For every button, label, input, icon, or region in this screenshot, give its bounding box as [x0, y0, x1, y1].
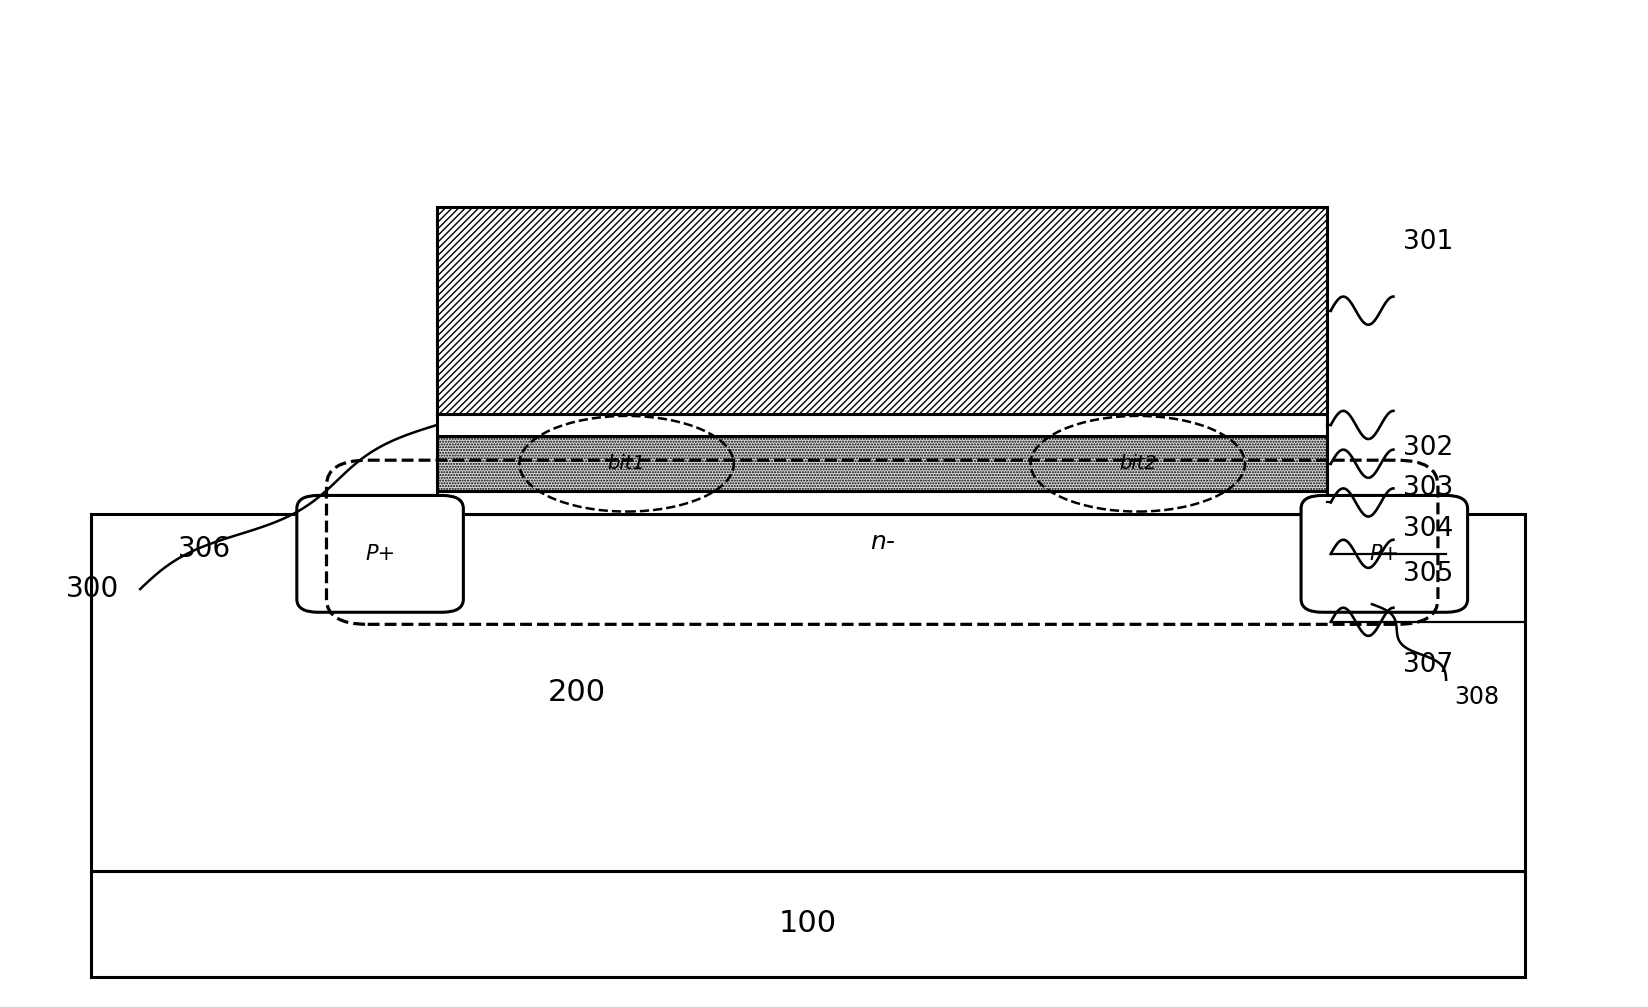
Text: P+: P+ [364, 544, 396, 564]
Bar [91, 871, 1524, 977]
Bar [437, 414, 1327, 436]
Text: 305: 305 [1402, 561, 1452, 587]
Text: 303: 303 [1402, 475, 1452, 501]
Bar [91, 514, 1524, 871]
FancyBboxPatch shape [297, 495, 463, 612]
Text: 301: 301 [1402, 229, 1452, 255]
Bar [437, 491, 1327, 514]
Text: bit2: bit2 [1119, 454, 1155, 473]
Text: 304: 304 [1402, 516, 1452, 542]
Text: n-: n- [868, 531, 895, 554]
Bar [437, 436, 1327, 491]
Text: 307: 307 [1402, 652, 1452, 678]
Text: 100: 100 [778, 909, 837, 939]
Text: bit1: bit1 [608, 454, 644, 473]
Text: 200: 200 [547, 678, 606, 707]
Text: 302: 302 [1402, 435, 1452, 461]
FancyBboxPatch shape [1300, 495, 1467, 612]
Text: 308: 308 [1454, 685, 1498, 709]
Bar [437, 207, 1327, 414]
Text: 300: 300 [66, 575, 119, 603]
Text: P+: P+ [1368, 544, 1399, 564]
Text: 306: 306 [178, 535, 231, 563]
